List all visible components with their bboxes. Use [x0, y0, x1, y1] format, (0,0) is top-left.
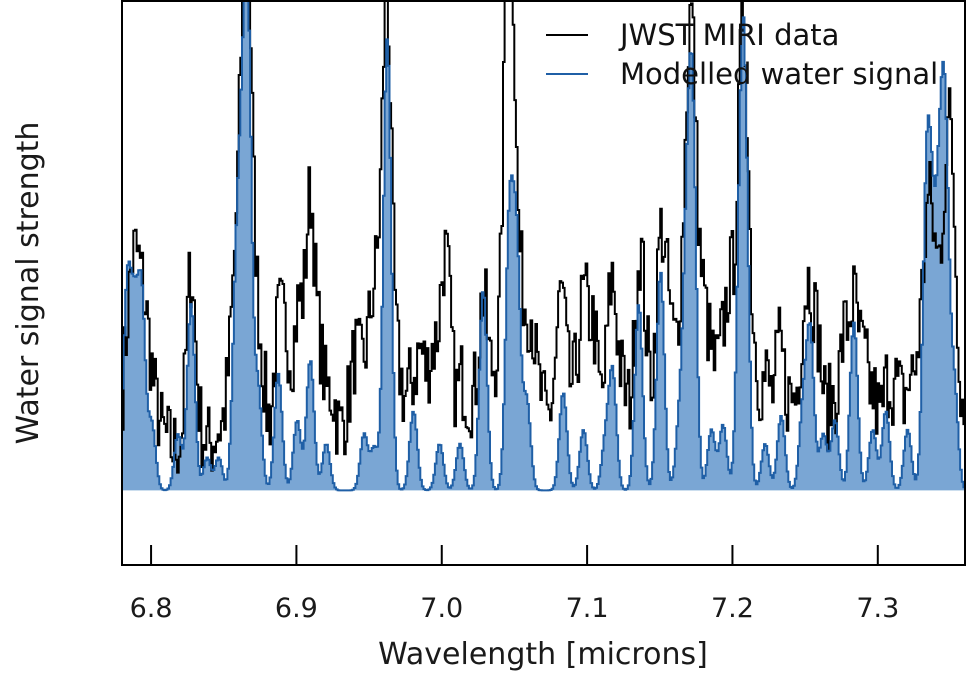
legend-label-data: JWST MIRI data: [618, 18, 839, 52]
x-tick-label: 7.0: [420, 593, 463, 624]
x-axis-label: Wavelength [microns]: [378, 637, 708, 672]
y-axis-label: Water signal strength: [11, 122, 46, 445]
series-line-model: [122, 1, 965, 492]
x-axis: 6.8 6.9 7.0 7.1 7.2 7.3: [130, 545, 899, 624]
x-tick-label: 7.2: [711, 593, 754, 624]
plot-area: [122, 1, 965, 492]
x-tick-label: 6.8: [130, 593, 173, 624]
x-tick-label: 7.3: [856, 593, 899, 624]
x-tick-label: 7.1: [566, 593, 609, 624]
series-line-jwst-data: [122, 1, 965, 474]
legend: JWST MIRI data Modelled water signal: [546, 18, 938, 91]
x-tick-label: 6.9: [275, 593, 318, 624]
plot-frame: [121, 0, 966, 566]
legend-label-model: Modelled water signal: [620, 57, 938, 91]
